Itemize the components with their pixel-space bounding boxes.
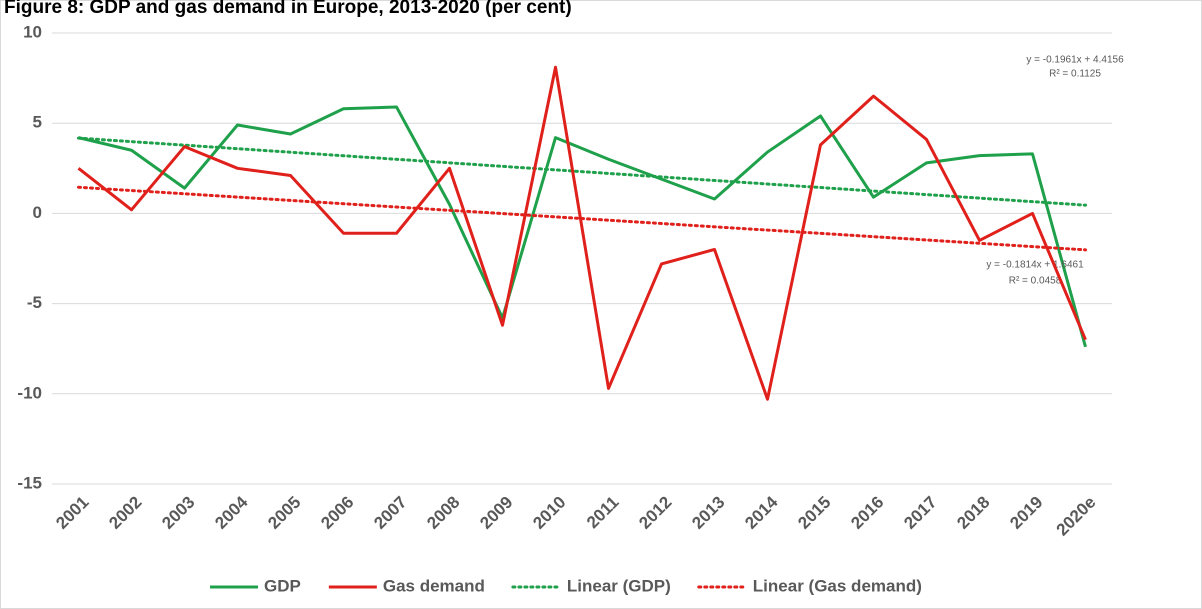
x-tick-label: 2003 [158,493,198,533]
x-tick-label: 2004 [211,492,252,533]
trendline-equation: y = -0.1961x + 4.4156 [1026,55,1124,66]
x-tick-label: 2006 [317,493,357,533]
x-tick-label: 2009 [476,493,516,533]
x-tick-label: 2018 [953,493,993,533]
y-tick-label: -10 [17,383,42,402]
x-tick-label: 2014 [741,492,782,533]
x-tick-label: 2005 [264,493,304,533]
y-tick-label: 5 [33,113,42,132]
series-line [77,65,1087,401]
y-tick-label: 10 [23,22,42,41]
legend-label: Linear (Gas demand) [753,576,922,595]
x-tick-label: 2010 [529,493,569,533]
trendline-r2: R² = 0.0458 [1009,276,1062,287]
y-tick-label: -15 [17,473,42,492]
x-tick-label: 2013 [688,493,728,533]
legend-label: GDP [264,576,301,595]
trendline-equation: y = -0.1814x + 1.6461 [986,260,1084,271]
trendline-r2: R² = 0.1125 [1049,69,1101,80]
y-tick-label: 0 [33,203,42,222]
x-tick-label: 2019 [1006,493,1046,533]
x-tick-label: 2002 [105,493,145,533]
trendline [77,136,1087,207]
x-tick-label: 2012 [635,493,675,533]
chart-title: Figure 8: GDP and gas demand in Europe, … [4,0,572,18]
legend-label: Linear (GDP) [567,576,671,595]
x-tick-label: 2007 [370,493,410,533]
x-tick-label: 2008 [423,493,463,533]
legend-label: Gas demand [383,576,485,595]
x-tick-label: 2017 [900,493,940,533]
x-tick-label: 2001 [52,493,92,533]
x-tick-label: 2020e [1053,493,1100,540]
x-tick-label: 2016 [847,493,887,533]
series-line [78,105,1087,348]
trendline [77,185,1087,252]
x-tick-label: 2011 [583,493,623,533]
y-tick-label: -5 [27,293,42,312]
x-tick-label: 2015 [794,493,834,533]
